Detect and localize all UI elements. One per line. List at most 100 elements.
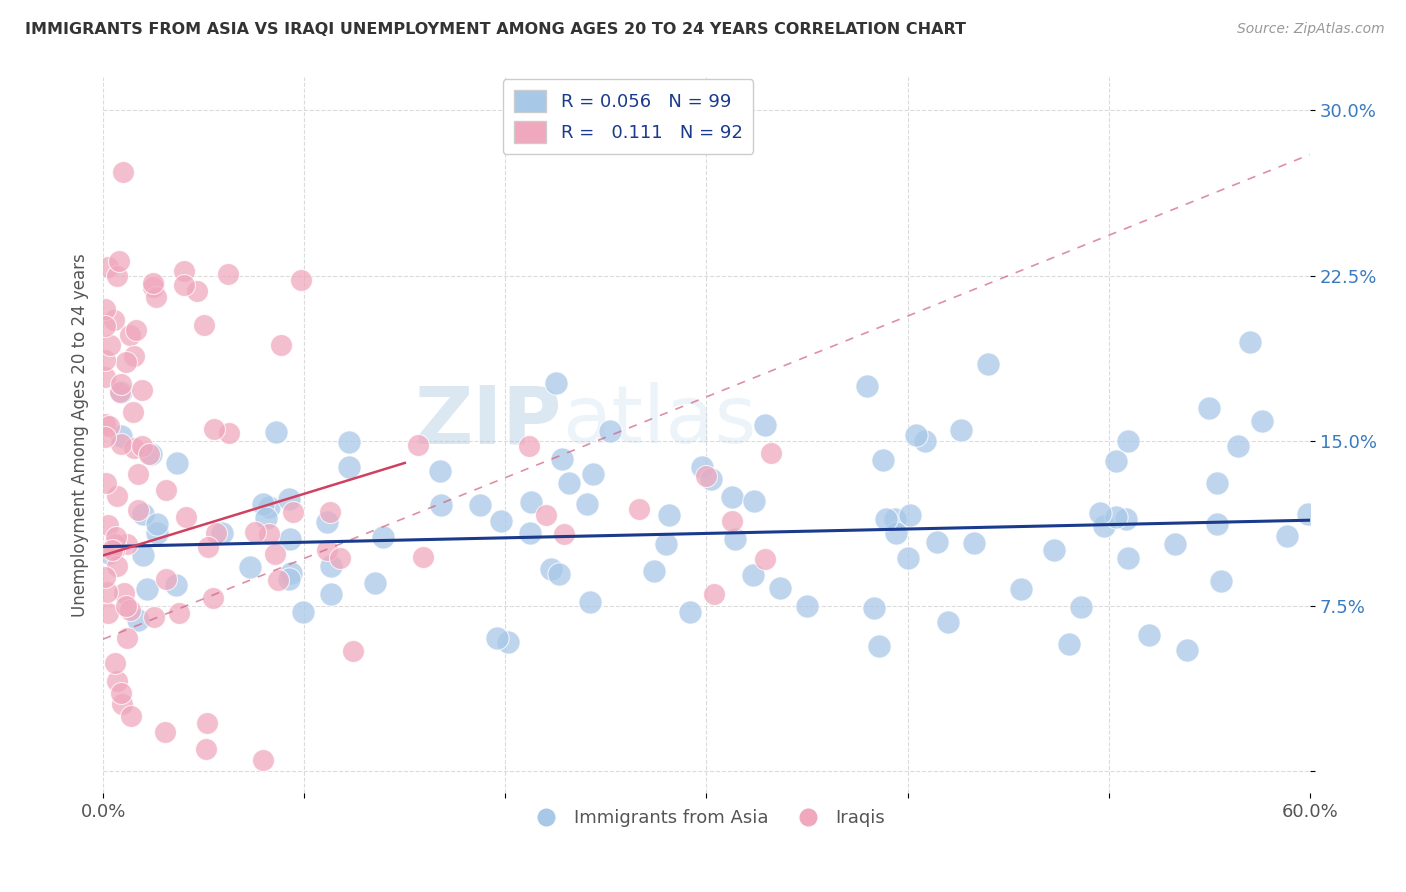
Point [104, 537, 127, 551]
Point [103, 312, 125, 326]
Point [105, 489, 128, 503]
Point [114, 599, 136, 613]
Point [1227, 439, 1250, 453]
Point [127, 467, 149, 481]
Point [110, 377, 132, 392]
Point [720, 514, 742, 528]
Point [962, 536, 984, 550]
Point [124, 349, 146, 363]
Point [105, 269, 128, 284]
Point [155, 483, 177, 498]
Point [195, 715, 218, 730]
Point [319, 587, 342, 601]
Text: ZIP: ZIP [415, 382, 561, 460]
Point [546, 376, 568, 390]
Point [186, 284, 208, 298]
Point [905, 427, 928, 442]
Point [658, 508, 681, 522]
Point [700, 472, 723, 486]
Point [205, 526, 228, 541]
Point [1042, 543, 1064, 558]
Text: atlas: atlas [561, 382, 756, 460]
Point [264, 547, 287, 561]
Point [111, 697, 134, 711]
Point [536, 508, 558, 522]
Point [155, 724, 177, 739]
Point [270, 337, 292, 351]
Point [949, 423, 972, 437]
Point [1209, 574, 1232, 588]
Point [108, 385, 131, 400]
Point [257, 527, 280, 541]
Point [1164, 537, 1187, 551]
Point [105, 558, 128, 573]
Point [94, 417, 117, 432]
Point [575, 497, 598, 511]
Point [547, 566, 569, 581]
Point [256, 511, 278, 525]
Point [553, 527, 575, 541]
Point [489, 514, 512, 528]
Point [267, 573, 290, 587]
Point [429, 464, 451, 478]
Point [278, 573, 301, 587]
Point [103, 542, 125, 557]
Point [363, 575, 385, 590]
Point [98, 546, 121, 560]
Point [266, 425, 288, 440]
Point [195, 742, 218, 756]
Point [1206, 516, 1229, 531]
Point [519, 525, 541, 540]
Point [599, 425, 621, 439]
Point [291, 605, 314, 619]
Point [252, 497, 274, 511]
Point [315, 515, 337, 529]
Point [1298, 507, 1320, 521]
Point [155, 572, 177, 586]
Point [643, 565, 665, 579]
Point [690, 459, 713, 474]
Point [1251, 414, 1274, 428]
Point [936, 615, 959, 629]
Point [94, 429, 117, 443]
Point [695, 469, 717, 483]
Point [412, 549, 434, 564]
Point [239, 559, 262, 574]
Point [1137, 628, 1160, 642]
Point [125, 323, 148, 337]
Point [115, 536, 138, 550]
Point [218, 426, 240, 441]
Point [202, 422, 225, 436]
Point [101, 543, 124, 558]
Point [519, 494, 541, 508]
Point [1057, 636, 1080, 650]
Point [145, 517, 167, 532]
Point [115, 355, 138, 369]
Point [977, 357, 1000, 371]
Point [1092, 519, 1115, 533]
Point [280, 532, 302, 546]
Point [165, 577, 187, 591]
Point [875, 512, 897, 526]
Point [97, 419, 120, 434]
Point [1277, 529, 1299, 543]
Point [319, 505, 342, 519]
Point [470, 498, 492, 512]
Point [132, 548, 155, 562]
Point [97, 607, 120, 621]
Point [884, 526, 907, 541]
Point [138, 447, 160, 461]
Point [257, 500, 280, 515]
Point [1010, 582, 1032, 596]
Point [868, 640, 890, 654]
Point [703, 587, 725, 601]
Point [110, 429, 132, 443]
Point [131, 384, 153, 398]
Point [724, 533, 747, 547]
Point [578, 595, 600, 609]
Point [97, 260, 120, 274]
Point [94, 475, 117, 490]
Text: IMMIGRANTS FROM ASIA VS IRAQI UNEMPLOYMENT AMONG AGES 20 TO 24 YEARS CORRELATION: IMMIGRANTS FROM ASIA VS IRAQI UNEMPLOYME… [25, 22, 966, 37]
Point [485, 632, 508, 646]
Point [519, 439, 541, 453]
